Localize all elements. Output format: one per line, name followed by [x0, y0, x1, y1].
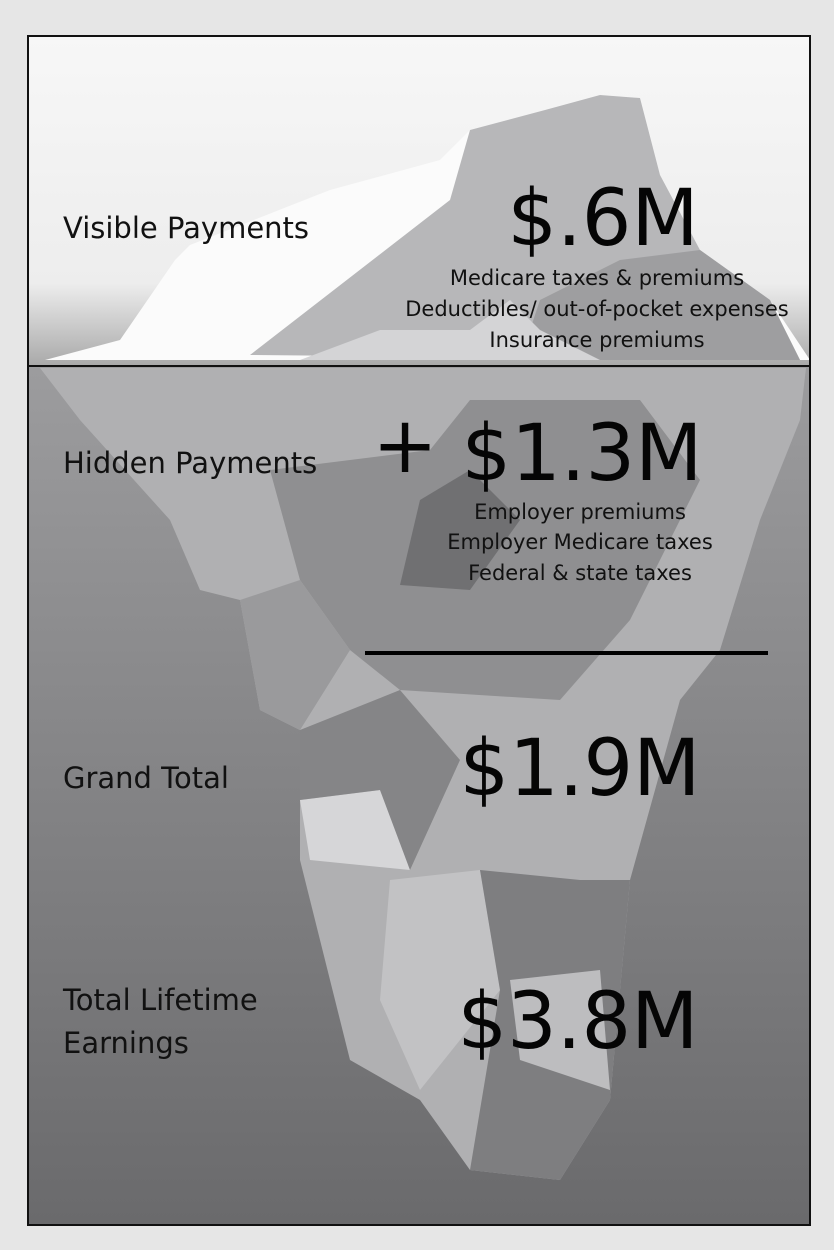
section-label: Grand Total — [63, 761, 229, 795]
frame — [27, 35, 811, 1226]
amount: $1.9M — [460, 724, 701, 814]
amount: $1.3M — [462, 409, 703, 499]
item: Employer premiums — [474, 500, 686, 524]
iceberg-bottom — [40, 368, 806, 1180]
amount: $3.8M — [458, 977, 699, 1067]
operator: + — [372, 401, 437, 491]
section-label: Total Lifetime — [62, 983, 258, 1017]
item: Employer Medicare taxes — [447, 530, 713, 554]
section-label: Earnings — [63, 1026, 189, 1060]
section-label: Hidden Payments — [63, 446, 317, 480]
item: Deductibles/ out-of-pocket expenses — [405, 297, 788, 321]
item: Federal & state taxes — [468, 561, 692, 585]
iceberg-top — [45, 95, 810, 360]
amount: $.6M — [507, 174, 698, 264]
item: Insurance premiums — [489, 328, 704, 352]
item: Medicare taxes & premiums — [450, 266, 744, 290]
section-label: Visible Payments — [63, 211, 309, 245]
